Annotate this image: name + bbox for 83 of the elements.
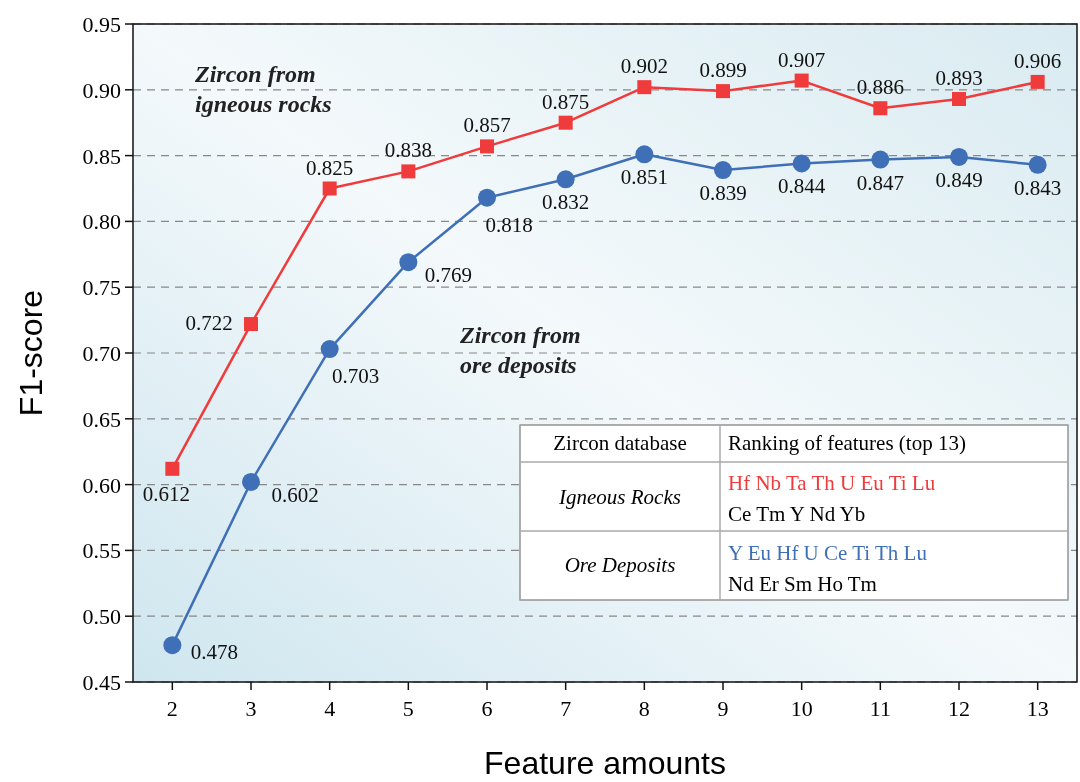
annotation: Zircon from igneous rocks [194,61,332,117]
annotation: Y Eu Hf U Ce Ti Th Lu [728,541,928,565]
data-label: 0.847 [856,170,904,195]
x-tick-label: 8 [638,696,650,721]
annotation: Zircon database [553,431,687,455]
annotation: Nd Er Sm Ho Tm [728,572,877,596]
y-tick-label: 0.80 [82,209,121,235]
point [242,472,260,491]
x-tick-label: 12 [948,696,970,721]
data-label: 0.875 [542,89,590,114]
annotation: Ce Tm Y Nd Yb [728,502,866,526]
x-tick-label: 5 [402,696,414,721]
data-label: 0.893 [935,66,983,91]
point [950,147,968,166]
point [165,461,180,476]
point [556,170,575,189]
y-tick-label: 0.85 [82,143,121,169]
y-tick-label: 0.95 [82,12,121,37]
x-tick-label: 3 [245,696,257,721]
point [714,161,732,180]
point [952,92,966,107]
y-tick-label: 0.55 [82,538,121,564]
x-tick-label: 6 [481,696,493,721]
point [399,253,418,272]
point [635,145,654,164]
y-tick-label: 0.50 [82,604,121,630]
y-tick-label: 0.70 [82,341,121,366]
point [322,181,337,196]
point [163,636,182,655]
x-tick-label: 11 [869,696,891,721]
data-label: 0.838 [384,138,432,163]
x-tick-label: 10 [790,696,813,721]
point [873,101,888,116]
data-label: 0.849 [935,167,983,192]
x-axis-title: Feature amounts [484,745,726,781]
annotation: Ranking of features (top 13) [728,431,966,455]
data-label: 0.818 [485,212,533,237]
point [792,154,811,173]
point [558,115,573,130]
x-tick-label: 2 [166,696,178,721]
data-label: 0.612 [142,481,190,506]
data-label: 0.839 [699,181,747,206]
x-tick-label: 13 [1026,696,1049,721]
data-label: 0.602 [271,482,319,507]
point [716,84,730,99]
data-label: 0.843 [1014,175,1062,200]
point [1028,155,1047,174]
data-label: 0.825 [306,155,354,180]
data-label: 0.703 [332,364,380,389]
point [320,340,339,359]
annotation: Hf Nb Ta Th U Eu Ti Lu [728,471,936,495]
point [244,317,258,332]
annotation: Igneous Rocks [558,485,681,509]
data-label: 0.722 [185,311,233,336]
y-tick-label: 0.90 [82,77,121,103]
y-tick-label: 0.45 [82,670,121,695]
x-tick-label: 4 [324,696,336,721]
point [478,188,496,207]
data-label: 0.832 [542,190,590,215]
y-axis-title: F1-score [13,289,49,417]
data-label: 0.857 [463,113,511,138]
point [871,150,890,169]
point [401,164,416,179]
data-label: 0.902 [620,54,668,79]
data-label: 0.844 [778,174,826,199]
data-label: 0.906 [1014,48,1062,73]
data-label: 0.899 [699,58,747,83]
data-label: 0.907 [778,47,826,72]
data-label: 0.851 [620,165,668,190]
point [480,139,494,154]
data-label: 0.769 [424,263,472,288]
y-tick-label: 0.75 [82,275,121,301]
y-tick-label: 0.60 [82,472,121,498]
annotation: Zircon from ore deposits [459,322,581,378]
point [1030,74,1045,89]
data-label: 0.886 [856,75,904,100]
point [794,73,809,88]
annotation: Ore Deposits [564,553,676,577]
point [637,80,652,95]
data-label: 0.478 [190,640,238,665]
y-tick-label: 0.65 [82,406,121,432]
x-tick-label: 7 [560,696,572,721]
x-tick-label: 9 [717,696,729,721]
